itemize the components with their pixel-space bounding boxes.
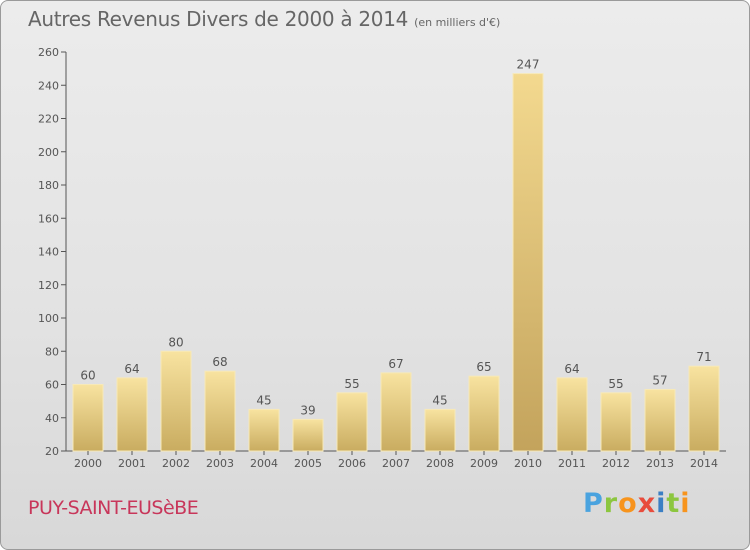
data-label: 55 <box>344 377 359 391</box>
data-label: 64 <box>124 362 139 376</box>
chart-title-block: Autres Revenus Divers de 2000 à 2014 (en … <box>28 7 500 31</box>
x-tick-label: 2005 <box>294 457 322 470</box>
bar[interactable] <box>688 365 720 452</box>
x-tick-label: 2006 <box>338 457 366 470</box>
bar[interactable] <box>600 392 632 452</box>
y-tick-label: 20 <box>45 445 59 458</box>
bar[interactable] <box>248 408 280 452</box>
y-tick-label: 240 <box>38 79 59 92</box>
bar[interactable] <box>336 392 368 452</box>
y-tick-label: 160 <box>38 212 59 225</box>
x-tick-label: 2004 <box>250 457 278 470</box>
bar[interactable] <box>556 377 588 452</box>
y-tick-label: 60 <box>45 379 59 392</box>
bar[interactable] <box>512 73 544 452</box>
x-tick-label: 2003 <box>206 457 234 470</box>
x-tick-label: 2000 <box>74 457 102 470</box>
data-label: 64 <box>564 362 579 376</box>
data-label: 68 <box>212 355 227 369</box>
data-label: 67 <box>388 357 403 371</box>
data-label: 247 <box>517 58 540 72</box>
y-tick-label: 200 <box>38 146 59 159</box>
data-label: 65 <box>476 360 491 374</box>
data-label: 45 <box>256 393 271 407</box>
x-tick-label: 2007 <box>382 457 410 470</box>
x-tick-label: 2013 <box>646 457 674 470</box>
bar[interactable] <box>204 370 236 452</box>
y-tick-label: 220 <box>38 113 59 126</box>
proxiti-logo[interactable]: Proxiti <box>583 488 691 519</box>
x-tick-label: 2012 <box>602 457 630 470</box>
x-tick-label: 2001 <box>118 457 146 470</box>
data-label: 60 <box>80 369 95 383</box>
bar[interactable] <box>468 375 500 452</box>
x-tick-label: 2002 <box>162 457 190 470</box>
data-label: 80 <box>168 335 183 349</box>
chart-subtitle: (en milliers d'€) <box>414 16 501 29</box>
y-tick-label: 40 <box>45 412 59 425</box>
x-tick-label: 2014 <box>690 457 718 470</box>
y-tick-label: 260 <box>38 46 59 59</box>
y-tick-label: 140 <box>38 246 59 259</box>
commune-name: PUY-SAINT-EUSèBE <box>28 497 199 519</box>
chart-title: Autres Revenus Divers de 2000 à 2014 <box>28 7 409 31</box>
bar[interactable] <box>644 388 676 452</box>
bar[interactable] <box>380 372 412 452</box>
x-tick-label: 2010 <box>514 457 542 470</box>
bar[interactable] <box>292 418 324 452</box>
x-tick-label: 2008 <box>426 457 454 470</box>
bar[interactable] <box>424 408 456 452</box>
x-tick-label: 2011 <box>558 457 586 470</box>
data-label: 39 <box>300 403 315 417</box>
y-tick-label: 80 <box>45 345 59 358</box>
data-label: 57 <box>652 373 667 387</box>
y-tick-label: 120 <box>38 279 59 292</box>
bar[interactable] <box>116 377 148 452</box>
data-label: 71 <box>696 350 711 364</box>
x-tick-label: 2009 <box>470 457 498 470</box>
y-tick-label: 100 <box>38 312 59 325</box>
data-label: 55 <box>608 377 623 391</box>
data-label: 45 <box>432 393 447 407</box>
y-tick-label: 180 <box>38 179 59 192</box>
bar[interactable] <box>160 350 192 452</box>
bar[interactable] <box>72 384 104 452</box>
